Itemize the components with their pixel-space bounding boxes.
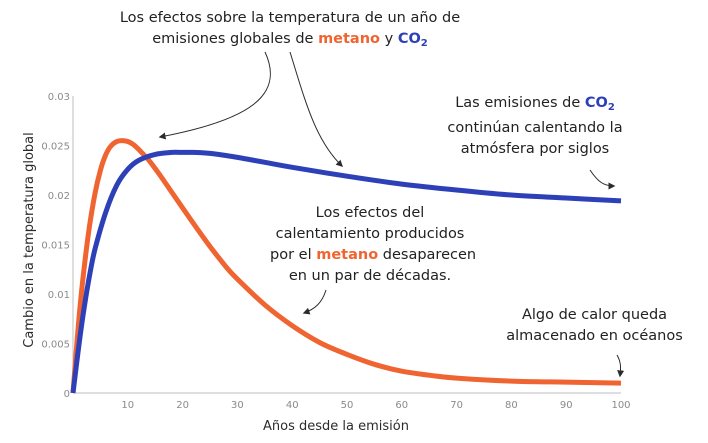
- methane-annotation-line3: por el metano desaparecen: [270, 247, 477, 263]
- y-tick-label: 0.005: [41, 340, 70, 351]
- ocean-annotation-arrow: [616, 354, 625, 378]
- y-tick-label: 0: [64, 389, 70, 400]
- methane-annotation-arrow: [302, 289, 327, 315]
- x-tick-label: 80: [505, 400, 518, 411]
- top-annotation-text: emisiones globales de: [152, 31, 319, 47]
- top-annotation-text: y: [380, 31, 398, 47]
- methane-annotation: Los efectos del calentamiento producidos…: [270, 203, 477, 287]
- series-layer: [70, 138, 622, 394]
- x-tick-label: 10: [121, 400, 134, 411]
- x-tick-label: 60: [395, 400, 408, 411]
- y-tick-labels: 0 0.005 0.01 0.015 0.02 0.025 0.03: [41, 92, 70, 400]
- x-tick-label: 40: [286, 400, 299, 411]
- x-tick-labels: 10 20 30 40 50 60 70 80 90 100: [121, 400, 630, 411]
- x-axis-label: Años desde la emisión: [263, 419, 409, 434]
- top-annotation-line2: emisiones globales de metano y CO2: [100, 29, 480, 54]
- methane-series-line: [70, 138, 622, 394]
- methane-highlight: metano: [316, 247, 379, 263]
- methane-annotation-line2: calentamiento producidos: [275, 226, 465, 242]
- co2-annotation-line1: Las emisiones de CO2: [455, 95, 615, 113]
- co2-highlight: CO2: [397, 31, 428, 49]
- y-tick-label: 0.015: [41, 241, 70, 252]
- methane-highlight: metano: [318, 31, 381, 47]
- y-axis-label: Cambio en la temperatura global: [22, 132, 37, 347]
- top-annotation-arrow: [158, 51, 271, 140]
- ocean-annotation-line2: almacenado en océanos: [506, 328, 683, 344]
- ocean-annotation-line1: Algo de calor queda: [521, 307, 668, 323]
- top-annotation-line1: Los efectos sobre la temperatura de un a…: [119, 10, 461, 26]
- top-annotation-arrow-co2: [289, 51, 344, 167]
- co2-annotation: Las emisiones de CO2 continúan calentand…: [435, 93, 635, 160]
- co2-series-line: [70, 149, 622, 394]
- x-tick-label: 70: [450, 400, 463, 411]
- y-tick-label: 0.03: [48, 92, 70, 103]
- top-annotation: Los efectos sobre la temperatura de un a…: [100, 8, 480, 54]
- x-tick-label: 100: [611, 400, 630, 411]
- x-tick-label: 20: [176, 400, 189, 411]
- y-tick-label: 0.01: [48, 290, 70, 301]
- co2-annotation-line2: continúan calentando la: [447, 120, 623, 136]
- y-tick-label: 0.025: [41, 142, 70, 153]
- ocean-annotation: Algo de calor queda almacenado en océano…: [487, 305, 702, 347]
- y-tick-label: 0.02: [48, 191, 70, 202]
- x-tick-label: 30: [231, 400, 244, 411]
- methane-annotation-line4: en un par de décadas.: [288, 268, 452, 284]
- x-tick-label: 50: [341, 400, 354, 411]
- x-tick-label: 90: [560, 400, 573, 411]
- methane-annotation-line1: Los efectos del: [315, 205, 425, 221]
- co2-highlight: CO2: [584, 95, 615, 113]
- co2-annotation-arrow: [589, 169, 616, 190]
- co2-annotation-line3: atmósfera por siglos: [460, 141, 610, 157]
